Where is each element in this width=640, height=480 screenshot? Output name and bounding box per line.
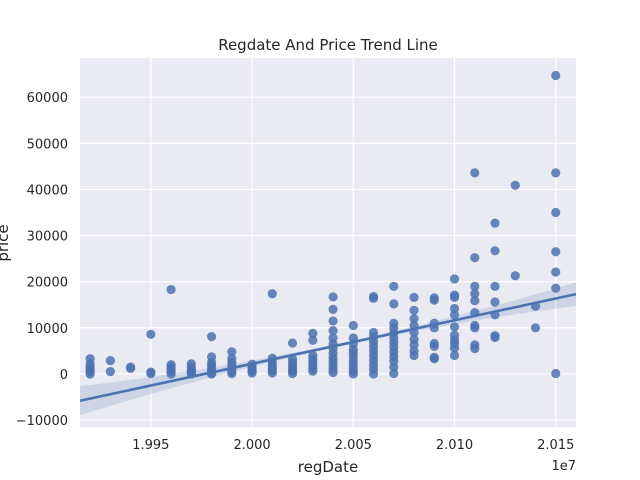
scatter-point <box>389 299 399 309</box>
scatter-point <box>490 218 500 228</box>
scatter-point <box>166 284 176 295</box>
scatter-point <box>267 289 277 299</box>
x-tick-label: 2.000 <box>233 438 270 453</box>
y-tick-label: 40000 <box>27 183 68 198</box>
scatter-point <box>449 303 460 314</box>
scatter-point <box>389 281 399 291</box>
scatter-point <box>429 341 439 351</box>
scatter-point <box>348 320 358 331</box>
scatter-point <box>409 292 419 302</box>
scatter-point <box>389 362 399 372</box>
scatter-point <box>146 368 156 379</box>
scatter-point <box>510 180 520 190</box>
scatter-point <box>105 355 115 366</box>
scatter-point <box>308 335 318 345</box>
scatter-point <box>287 368 298 379</box>
scatter-point <box>490 332 500 343</box>
x-axis-label: regDate <box>298 458 358 476</box>
scatter-point <box>551 247 561 257</box>
scatter-point <box>551 168 561 178</box>
scatter-point <box>328 304 338 314</box>
scatter-point <box>530 323 541 333</box>
scatter-point <box>551 207 561 218</box>
grid-lines <box>80 58 576 427</box>
y-axis-label: price <box>0 224 12 261</box>
scatter-point <box>166 369 176 379</box>
y-tick-label: 20000 <box>27 276 68 291</box>
scatter-point <box>85 369 95 379</box>
x-tick-label: 1.995 <box>132 438 169 453</box>
scatter-point <box>551 283 561 293</box>
scatter-point <box>449 292 460 302</box>
scatter-point <box>227 368 237 379</box>
x-tick-labels: 1.995 2.000 2.005 2.010 2.015 <box>132 438 574 453</box>
scatter-point <box>551 70 561 81</box>
confidence-band-area <box>80 282 576 416</box>
scatter-point <box>206 331 217 342</box>
scatter-point <box>470 168 480 178</box>
plot-background <box>80 58 576 427</box>
scatter-point <box>470 253 480 263</box>
y-tick-label: 10000 <box>27 322 68 337</box>
x-tick-label: 2.005 <box>335 438 372 453</box>
scatter-point <box>308 366 318 376</box>
scatter-point <box>551 368 561 379</box>
scatter-point <box>510 271 520 281</box>
y-tick-label: 60000 <box>27 91 68 106</box>
scatter-point <box>368 293 379 303</box>
scatter-point <box>308 328 318 338</box>
scatter-point <box>449 310 460 320</box>
scatter-point <box>328 325 338 336</box>
scatter-point <box>490 281 500 291</box>
scatter-point <box>409 305 419 315</box>
scatter-point <box>348 369 358 379</box>
scatter-point <box>551 267 561 277</box>
scatter-point <box>146 329 156 339</box>
scatter-point <box>449 274 460 284</box>
scatter-point <box>328 316 338 326</box>
scatter-point <box>409 350 419 361</box>
scatter-point <box>449 343 460 353</box>
scatter-point <box>409 314 419 324</box>
scatter-point <box>490 297 500 307</box>
y-tick-labels: −10000 0 10000 20000 30000 40000 50000 60000 <box>16 91 68 429</box>
scatter-point <box>470 281 480 291</box>
scatter-point <box>126 363 136 374</box>
y-tick-label: 30000 <box>27 230 68 245</box>
scatter-point <box>470 323 480 333</box>
regression-line <box>79 292 577 402</box>
x-offset-text: 1e7 <box>551 459 576 474</box>
scatter-point <box>449 350 460 361</box>
y-tick-label: −10000 <box>16 414 68 429</box>
scatter-point <box>449 322 460 332</box>
scatter-point <box>247 368 257 378</box>
x-tick-label: 2.010 <box>436 438 473 453</box>
scatter-point <box>368 369 379 379</box>
scatter-point <box>470 289 480 299</box>
scatter-point <box>328 292 338 302</box>
scatter-point <box>470 296 480 306</box>
scatter-point <box>287 338 298 348</box>
scatter-point <box>470 343 480 354</box>
scatter-point <box>429 354 439 364</box>
scatter-point <box>490 246 500 256</box>
chart-title: Regdate And Price Trend Line <box>218 36 438 54</box>
scatter-point <box>267 368 277 378</box>
scatter-point <box>429 295 439 305</box>
scatter-point <box>328 367 338 378</box>
scatter-point <box>227 347 237 357</box>
scatter-point <box>105 367 115 377</box>
y-tick-label: 50000 <box>27 137 68 152</box>
confidence-band <box>80 282 576 416</box>
y-tick-label: 0 <box>60 368 68 383</box>
trend-line <box>79 292 577 402</box>
scatter-point <box>389 368 399 379</box>
x-tick-label: 2.015 <box>537 438 574 453</box>
